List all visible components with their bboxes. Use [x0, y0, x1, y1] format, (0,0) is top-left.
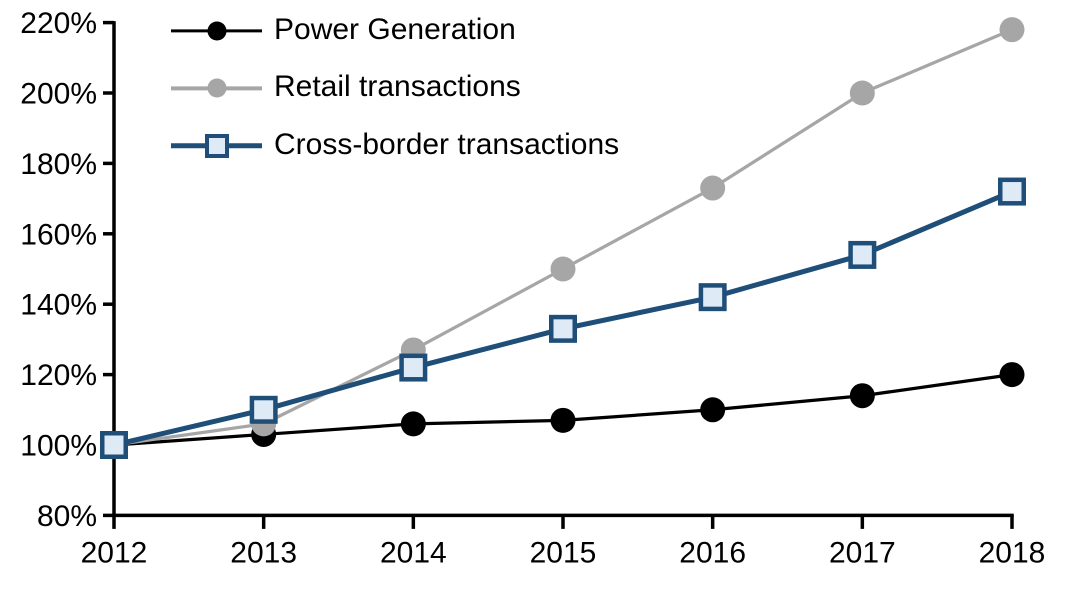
- data-point-square: [848, 240, 877, 269]
- x-tick-label: 2018: [979, 536, 1046, 569]
- y-tick-label: 180%: [20, 148, 97, 181]
- data-point-square: [698, 283, 727, 312]
- data-point-square: [998, 177, 1026, 206]
- square-marker-icon: [204, 133, 229, 158]
- series-cross-border-transactions: [100, 177, 1026, 459]
- legend-item-retail-transactions: Retail transactions: [171, 60, 619, 118]
- y-tick-label: 160%: [20, 218, 97, 251]
- legend-item-cross-border-transactions: Cross-border transactions: [171, 117, 619, 175]
- legend-label: Retail transactions: [274, 70, 521, 104]
- y-axis-ticks: 80% 100% 120% 140% 160% 180% 200% 220%: [20, 7, 114, 533]
- legend-label: Power Generation: [274, 12, 516, 46]
- x-tick-label: 2015: [530, 536, 597, 569]
- data-point-circle: [700, 397, 726, 423]
- circle-marker-icon: [207, 78, 226, 98]
- y-tick-label: 80%: [37, 500, 97, 533]
- series-power-generation: [101, 362, 1025, 458]
- x-tick-label: 2017: [829, 536, 896, 569]
- retail-transactions-swatch: [171, 75, 262, 101]
- power-generation-swatch: [171, 18, 262, 44]
- legend-item-power-generation: Power Generation: [171, 2, 619, 60]
- legend-label: Cross-border transactions: [274, 127, 620, 161]
- y-tick-label: 120%: [20, 359, 97, 392]
- data-point-square: [399, 353, 428, 382]
- y-tick-label: 200%: [20, 78, 97, 111]
- data-point-circle: [849, 383, 875, 409]
- x-axis-ticks: 2012 2013 2014 2015 2016 2017 2018: [81, 515, 1046, 569]
- circle-marker-icon: [207, 21, 226, 41]
- x-tick-label: 2012: [81, 536, 148, 569]
- data-point-circle: [400, 411, 426, 437]
- data-point-circle: [550, 256, 576, 282]
- x-tick-label: 2013: [230, 536, 297, 569]
- data-point-square: [549, 314, 577, 343]
- cross-border-transactions-swatch: [171, 133, 262, 159]
- x-tick-label: 2014: [380, 536, 447, 569]
- y-tick-label: 100%: [20, 430, 97, 463]
- data-point-circle: [700, 175, 726, 201]
- y-tick-label: 220%: [20, 7, 97, 40]
- legend: Power Generation Retail transactions Cro…: [171, 2, 619, 175]
- data-point-circle: [550, 407, 576, 433]
- data-point-circle: [999, 17, 1025, 43]
- x-tick-label: 2016: [679, 536, 746, 569]
- data-point-circle: [999, 362, 1025, 388]
- data-point-circle: [849, 80, 875, 106]
- data-point-square: [249, 395, 278, 424]
- data-point-square: [100, 431, 128, 459]
- y-tick-label: 140%: [20, 289, 97, 322]
